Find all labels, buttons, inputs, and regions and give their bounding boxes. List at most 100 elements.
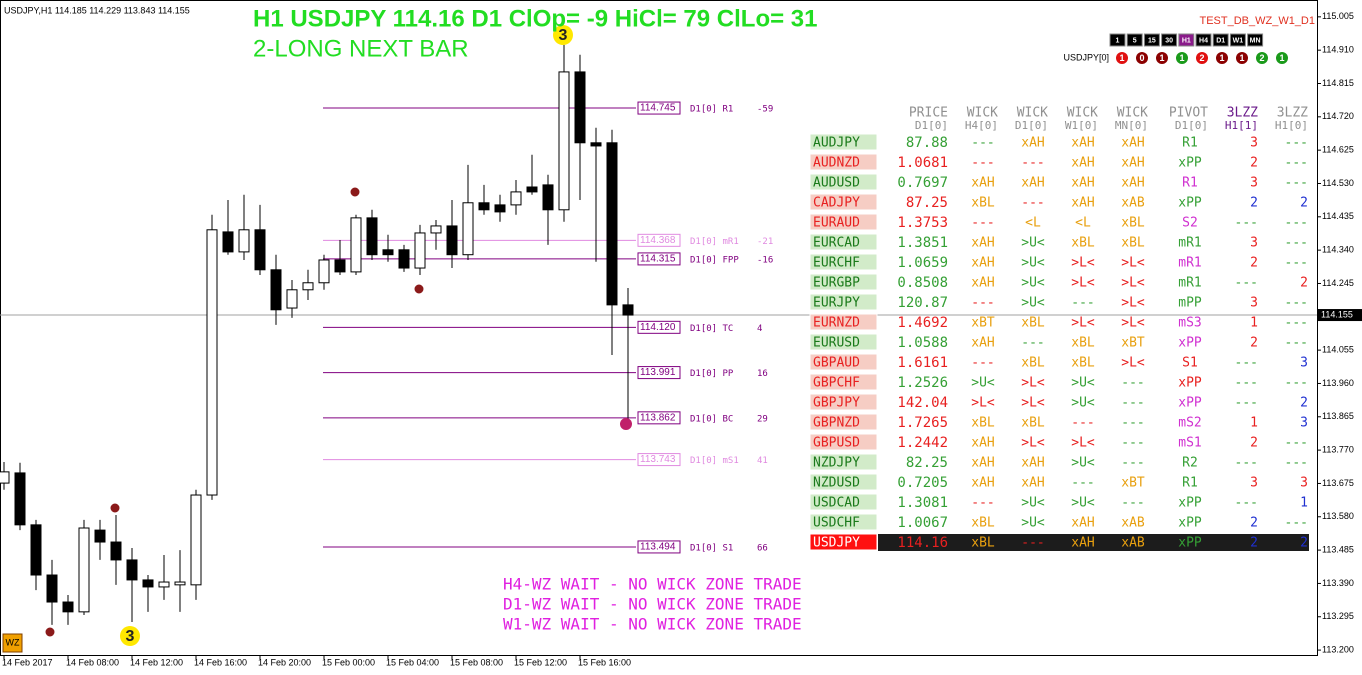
timeframe-button[interactable]: [1143, 33, 1160, 47]
pair-label: EURCHF: [813, 256, 860, 271]
timeframe-label: D1: [1216, 37, 1225, 44]
table-header: PIVOT: [1169, 106, 1208, 121]
table-cell: ---: [1285, 436, 1308, 451]
timeframe-button[interactable]: [1109, 33, 1126, 47]
candle-body: [46, 574, 58, 603]
timeframe-button[interactable]: [1178, 33, 1195, 47]
pair-label: GBPNZD: [813, 416, 860, 431]
pair-box: [809, 493, 878, 511]
table-cell: 2: [1300, 536, 1308, 551]
timeframe-label: H4: [1199, 37, 1208, 44]
pair-label: EURAUD: [813, 216, 860, 231]
table-header: H1[0]: [1275, 119, 1308, 132]
pivot-offset: -16: [757, 255, 773, 265]
table-cell: ---: [1235, 276, 1258, 291]
x-tick-label: 14 Feb 08:00: [66, 657, 119, 667]
pair-label: USDCAD: [813, 496, 860, 511]
y-tick-label: 114.435: [1322, 211, 1354, 221]
y-tick-label: 113.390: [1322, 578, 1354, 588]
table-cell: ---: [1121, 376, 1144, 391]
table-cell: xAH: [971, 236, 994, 251]
title: H1 USDJPY 114.16 D1 ClOp= -9 HiCl= 79 Cl…: [253, 5, 817, 32]
pivot-price: 114.120: [640, 322, 676, 333]
status-value: 1: [1239, 53, 1244, 63]
pair-label: GBPJPY: [813, 396, 860, 411]
pair-label: USDJPY: [813, 536, 860, 551]
pair-label: EURUSD: [813, 336, 860, 351]
timeframe-button[interactable]: [1229, 33, 1246, 47]
pair-label: CADJPY: [813, 196, 860, 211]
table-cell: >L<: [1121, 316, 1145, 331]
table-cell: xAH: [1071, 176, 1094, 191]
candle-body: [206, 229, 218, 496]
pivot-price: 114.368: [640, 235, 676, 246]
status-dot: [1276, 52, 1288, 64]
table-header: WICK: [1067, 106, 1098, 121]
timeframe-button[interactable]: [1247, 33, 1264, 47]
timeframe-button[interactable]: [1126, 33, 1143, 47]
table-cell: ---: [1121, 416, 1144, 431]
table-cell: xAB: [1121, 196, 1145, 211]
candle-body: [238, 229, 250, 253]
candle-body: [494, 204, 506, 213]
candle-body: [606, 142, 618, 306]
table-header: 3LZZ: [1227, 106, 1258, 121]
table-cell: 2: [1250, 536, 1258, 551]
table-cell: ---: [1121, 456, 1144, 471]
pair-box: [809, 273, 878, 291]
timeframe-button[interactable]: [1161, 33, 1178, 47]
pivot-price: 113.991: [640, 367, 676, 378]
status-value: 0: [1139, 53, 1144, 63]
candle-body: [382, 249, 394, 256]
table-header: WICK: [1017, 106, 1048, 121]
candle-body: [302, 282, 314, 291]
status-value: 2: [1199, 53, 1204, 63]
table-cell: ---: [1121, 496, 1144, 511]
candle-body: [558, 71, 570, 211]
x-tick-label: 15 Feb 12:00: [514, 657, 567, 667]
pivot-offset: 16: [757, 369, 768, 379]
y-tick-label: 114.720: [1322, 111, 1354, 121]
x-tick-label: 15 Feb 16:00: [578, 657, 631, 667]
table-cell: 114.16: [897, 535, 948, 551]
table-cell: 0.7205: [897, 475, 948, 491]
timeframe-label: 1: [1116, 37, 1120, 44]
table-cell: ---: [1071, 296, 1094, 311]
table-cell: ---: [1235, 456, 1258, 471]
table-cell: mR1: [1178, 256, 1201, 271]
table-cell: xBL: [971, 416, 995, 431]
table-cell: xPP: [1178, 376, 1202, 391]
candle-body: [542, 184, 554, 211]
table-cell: R1: [1182, 476, 1198, 491]
table-cell: ---: [1235, 356, 1258, 371]
table-cell: >U<: [971, 376, 995, 391]
candle-body: [590, 142, 602, 147]
pivot-price-box: [637, 366, 681, 380]
wick-zone-message: H4-WZ WAIT - NO WICK ZONE TRADE: [503, 575, 802, 594]
table-cell: >L<: [1071, 276, 1095, 291]
table-cell: ---: [1285, 296, 1308, 311]
table-cell: xPP: [1178, 536, 1202, 551]
pair-box: [809, 353, 878, 371]
table-cell: ---: [1285, 256, 1308, 271]
table-cell: >L<: [1071, 256, 1095, 271]
table-header: WICK: [1117, 106, 1148, 121]
candle-body: [366, 217, 378, 256]
fractal-dot: [413, 283, 425, 295]
table-cell: xPP: [1178, 516, 1202, 531]
table-cell: 1: [1250, 416, 1258, 431]
x-tick-label: 15 Feb 00:00: [322, 657, 375, 667]
pair-box: [809, 253, 878, 271]
table-cell: ---: [1285, 516, 1308, 531]
table-cell: >L<: [1121, 356, 1145, 371]
candle-body: [110, 541, 122, 561]
table-cell: ---: [1285, 236, 1308, 251]
table-cell: >L<: [1071, 316, 1095, 331]
table-cell: 0.8508: [897, 275, 948, 291]
timeframe-button[interactable]: [1212, 33, 1229, 47]
table-cell: ---: [1285, 176, 1308, 191]
fractal-dot: [349, 186, 361, 198]
timeframe-button[interactable]: [1195, 33, 1212, 47]
table-cell: xBL: [971, 516, 995, 531]
